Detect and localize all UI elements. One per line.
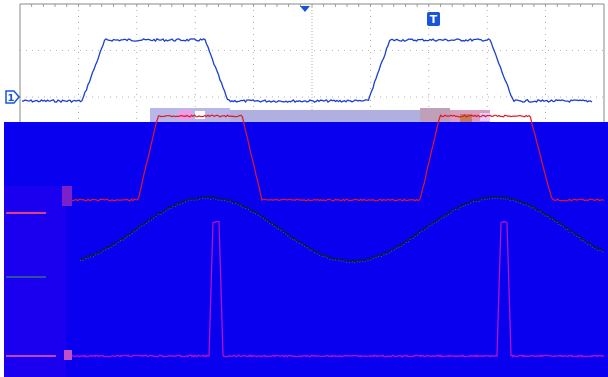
math-sine-trace xyxy=(79,195,605,263)
ch1-marker-label: 1 xyxy=(8,93,15,104)
ch3-pulse-trace xyxy=(67,220,605,358)
trigger-marker-label: T xyxy=(430,13,438,26)
left-edge-fragments xyxy=(6,186,72,360)
ch1-trace xyxy=(21,37,593,104)
ch2-trace xyxy=(69,114,605,202)
trigger-level-marker[interactable]: T xyxy=(427,12,440,26)
trigger-position-marker[interactable] xyxy=(300,6,310,12)
ch1-ground-marker[interactable]: 1 xyxy=(5,90,20,104)
corrupted-band xyxy=(4,108,608,377)
